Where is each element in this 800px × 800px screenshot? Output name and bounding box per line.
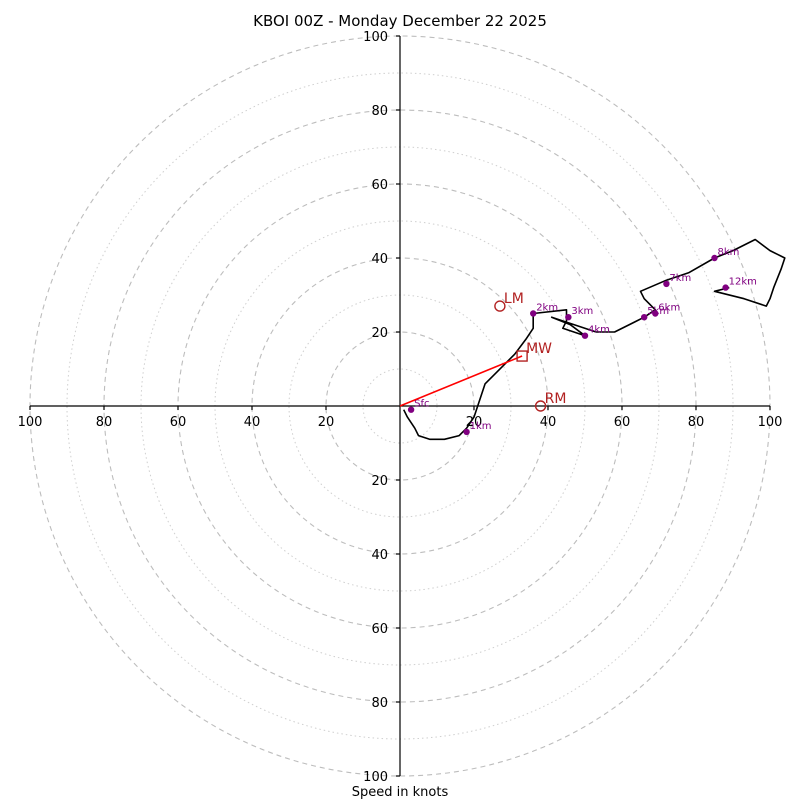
x-tick-label: 100 — [758, 415, 783, 430]
y-tick-label: 40 — [371, 252, 388, 267]
storm-motion-markers: LM MW RM — [399, 291, 567, 412]
height-point-1km — [463, 428, 470, 436]
height-point-12km — [722, 284, 729, 291]
chart-title: KBOI 00Z - Monday December 22 2025 — [253, 12, 547, 30]
y-tick-label: 60 — [371, 622, 388, 637]
x-tick-label: 40 — [540, 415, 557, 430]
x-tick-label: 20 — [318, 415, 335, 430]
height-point-8km — [711, 254, 718, 262]
y-tick-label: 80 — [371, 104, 388, 119]
y-tick-label: 100 — [363, 30, 388, 45]
y-tick-label: 80 — [371, 696, 388, 711]
y-tick-label: 20 — [371, 474, 388, 489]
x-tick-label: 100 — [18, 415, 43, 430]
height-label-sfc: Sfc — [414, 399, 429, 410]
height-point-4km — [581, 332, 589, 339]
lm-marker — [494, 300, 506, 312]
y-tick-label: 100 — [363, 770, 388, 785]
x-tick-label: 80 — [96, 415, 113, 430]
mean-wind-vector — [399, 355, 523, 407]
height-label-6km: 6km — [658, 303, 680, 314]
height-label-8km: 8km — [718, 247, 740, 258]
x-axis-label: Speed in knots — [352, 785, 449, 800]
hodograph-line — [402, 238, 786, 441]
y-tick-label: 60 — [371, 178, 388, 193]
x-tick-label: 20 — [466, 415, 483, 430]
y-tick-label: 20 — [371, 326, 388, 341]
height-label-12km: 12km — [729, 277, 757, 288]
height-point-7km — [663, 280, 670, 288]
height-point-3km — [565, 314, 572, 321]
height-label-5km: 5km — [647, 306, 669, 317]
x-tick-label: 80 — [688, 415, 705, 430]
height-label-1km: 1km — [470, 421, 492, 432]
x-tick-label: 60 — [170, 415, 187, 430]
rm-marker — [534, 400, 547, 412]
height-point-6km — [652, 310, 659, 317]
height-point-2km — [530, 310, 537, 317]
height-label-7km: 7km — [669, 273, 691, 284]
height-label-3km: 3km — [571, 306, 593, 317]
height-point-5km — [641, 314, 648, 321]
lm-label: LM — [504, 291, 524, 307]
x-tick-label: 60 — [614, 415, 631, 430]
mw-marker — [516, 350, 528, 362]
height-point-sfc — [407, 406, 415, 413]
x-tick-label: 40 — [244, 415, 261, 430]
height-label-2km: 2km — [536, 303, 558, 314]
rm-label: RM — [545, 391, 567, 407]
mw-label: MW — [526, 341, 552, 357]
tick-labels: 100 80 60 40 20 20 40 60 80 100 100 80 60 40 20 20 40 60 8… — [18, 30, 783, 785]
y-tick-label: 40 — [371, 548, 388, 563]
height-label-4km: 4km — [588, 325, 610, 336]
